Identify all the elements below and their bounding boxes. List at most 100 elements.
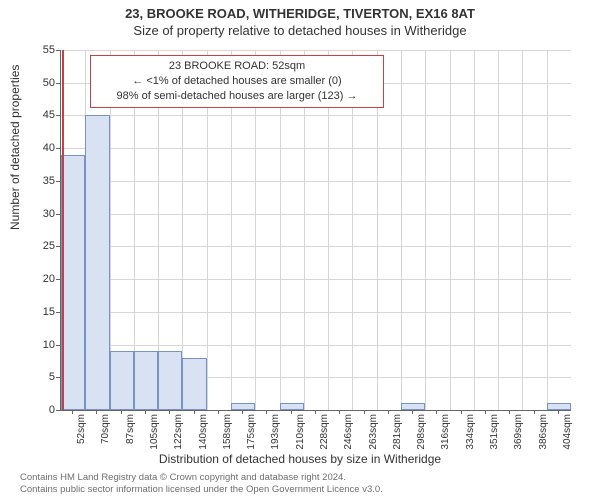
- subject-marker-line: [62, 50, 64, 410]
- x-tick-mark: [364, 410, 365, 414]
- gridline-h: [61, 345, 571, 346]
- gridline-h: [61, 279, 571, 280]
- histogram-bar: [182, 358, 206, 410]
- gridline-v: [425, 50, 426, 410]
- x-tick-label: 193sqm: [270, 414, 281, 450]
- x-tick-mark: [558, 410, 559, 414]
- y-tick-mark: [56, 148, 60, 149]
- x-tick-mark: [315, 410, 316, 414]
- x-tick-mark: [266, 410, 267, 414]
- x-tick-mark: [388, 410, 389, 414]
- histogram-bar: [158, 351, 182, 410]
- x-tick-label: 140sqm: [198, 414, 209, 450]
- y-tick-mark: [56, 410, 60, 411]
- histogram-bar: [61, 155, 85, 410]
- y-tick-label: 45: [25, 109, 55, 121]
- annotation-box: 23 BROOKE ROAD: 52sqm ← <1% of detached …: [90, 55, 384, 108]
- histogram-bar: [280, 403, 304, 410]
- gridline-v: [522, 50, 523, 410]
- x-tick-mark: [72, 410, 73, 414]
- x-tick-label: 246sqm: [343, 414, 354, 450]
- footer-line2: Contains public sector information licen…: [20, 484, 383, 496]
- gridline-h: [61, 148, 571, 149]
- x-tick-mark: [291, 410, 292, 414]
- histogram-bar: [110, 351, 134, 410]
- x-tick-mark: [121, 410, 122, 414]
- annotation-line3: 98% of semi-detached houses are larger (…: [97, 89, 377, 104]
- x-tick-mark: [242, 410, 243, 414]
- x-tick-label: 175sqm: [246, 414, 257, 450]
- chart-container: 23, BROOKE ROAD, WITHERIDGE, TIVERTON, E…: [0, 0, 600, 500]
- y-tick-label: 5: [25, 371, 55, 383]
- x-tick-label: 122sqm: [173, 414, 184, 450]
- x-tick-label: 52sqm: [76, 414, 87, 444]
- x-tick-mark: [461, 410, 462, 414]
- gridline-h: [61, 312, 571, 313]
- gridline-h: [61, 50, 571, 51]
- histogram-bar: [231, 403, 255, 410]
- gridline-h: [61, 246, 571, 247]
- x-tick-label: 404sqm: [562, 414, 573, 450]
- y-tick-mark: [56, 50, 60, 51]
- annotation-line2: ← <1% of detached houses are smaller (0): [97, 74, 377, 89]
- y-tick-mark: [56, 115, 60, 116]
- footer-line1: Contains HM Land Registry data © Crown c…: [20, 472, 383, 484]
- y-tick-label: 25: [25, 240, 55, 252]
- x-tick-label: 263sqm: [368, 414, 379, 450]
- y-tick-mark: [56, 246, 60, 247]
- x-tick-mark: [194, 410, 195, 414]
- x-tick-label: 334sqm: [465, 414, 476, 450]
- y-tick-label: 55: [25, 44, 55, 56]
- x-tick-label: 105sqm: [149, 414, 160, 450]
- y-tick-mark: [56, 181, 60, 182]
- x-tick-label: 87sqm: [125, 414, 136, 444]
- gridline-h: [61, 214, 571, 215]
- gridline-v: [547, 50, 548, 410]
- x-tick-label: 369sqm: [513, 414, 524, 450]
- x-tick-label: 70sqm: [100, 414, 111, 444]
- x-tick-label: 210sqm: [295, 414, 306, 450]
- footer-attribution: Contains HM Land Registry data © Crown c…: [20, 472, 383, 496]
- x-tick-label: 386sqm: [538, 414, 549, 450]
- x-tick-mark: [485, 410, 486, 414]
- gridline-h: [61, 115, 571, 116]
- gridline-v: [498, 50, 499, 410]
- x-tick-label: 316sqm: [440, 414, 451, 450]
- x-tick-mark: [218, 410, 219, 414]
- y-tick-label: 10: [25, 339, 55, 351]
- gridline-v: [474, 50, 475, 410]
- histogram-bar: [134, 351, 158, 410]
- x-tick-label: 298sqm: [416, 414, 427, 450]
- y-tick-mark: [56, 83, 60, 84]
- chart-subtitle: Size of property relative to detached ho…: [0, 21, 600, 38]
- y-axis-label: Number of detached properties: [8, 65, 22, 230]
- y-tick-label: 20: [25, 273, 55, 285]
- x-tick-mark: [509, 410, 510, 414]
- y-tick-label: 50: [25, 77, 55, 89]
- gridline-h: [61, 181, 571, 182]
- x-tick-label: 281sqm: [392, 414, 403, 450]
- x-tick-mark: [436, 410, 437, 414]
- gridline-v: [401, 50, 402, 410]
- y-tick-label: 40: [25, 142, 55, 154]
- annotation-line1: 23 BROOKE ROAD: 52sqm: [97, 59, 377, 74]
- y-tick-mark: [56, 279, 60, 280]
- histogram-bar: [401, 403, 425, 410]
- y-tick-mark: [56, 312, 60, 313]
- x-tick-label: 228sqm: [319, 414, 330, 450]
- y-tick-label: 35: [25, 175, 55, 187]
- histogram-bar: [547, 403, 571, 410]
- x-tick-mark: [339, 410, 340, 414]
- y-tick-mark: [56, 377, 60, 378]
- x-tick-mark: [169, 410, 170, 414]
- x-tick-label: 158sqm: [222, 414, 233, 450]
- y-tick-mark: [56, 214, 60, 215]
- histogram-bar: [85, 115, 109, 410]
- y-tick-mark: [56, 345, 60, 346]
- chart-title-address: 23, BROOKE ROAD, WITHERIDGE, TIVERTON, E…: [0, 0, 600, 21]
- y-tick-label: 15: [25, 306, 55, 318]
- x-tick-label: 351sqm: [489, 414, 500, 450]
- x-tick-mark: [96, 410, 97, 414]
- y-tick-label: 0: [25, 404, 55, 416]
- y-tick-label: 30: [25, 208, 55, 220]
